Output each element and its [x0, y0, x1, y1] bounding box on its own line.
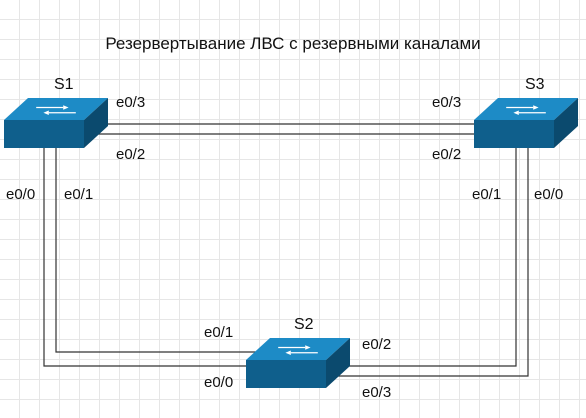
port-label-s3-e00: e0/0: [534, 186, 564, 203]
port-label-s2-e00: e0/0: [204, 374, 234, 391]
port-label-s1-e02: e0/2: [116, 146, 146, 163]
switch-s2-icon[interactable]: [246, 338, 350, 388]
switch-s2-label: S2: [294, 316, 314, 333]
port-label-s3-e03: e0/3: [432, 94, 462, 111]
port-label-s1-e01: e0/1: [64, 186, 94, 203]
switch-s1-icon[interactable]: [4, 98, 108, 148]
link-s3-s2-e03: [330, 146, 529, 377]
switch-s3-icon[interactable]: [474, 98, 578, 148]
link-s1-s2-e00: [43, 146, 258, 367]
port-label-s1-e00: e0/0: [6, 186, 36, 203]
link-s1-s2-e01: [55, 146, 258, 353]
port-label-s2-e02: e0/2: [362, 336, 392, 353]
port-label-s2-e03: e0/3: [362, 384, 392, 401]
port-label-s3-e02: e0/2: [432, 146, 462, 163]
diagram-title: Резервертывание ЛВС с резервными каналам…: [105, 34, 481, 53]
port-label-s3-e01: e0/1: [472, 186, 502, 203]
switch-s1-label: S1: [54, 76, 74, 93]
switch-s3-label: S3: [525, 76, 545, 93]
link-s3-s2-e02: [330, 146, 517, 367]
port-label-s2-e01: e0/1: [204, 324, 234, 341]
port-label-s1-e03: e0/3: [116, 94, 146, 111]
